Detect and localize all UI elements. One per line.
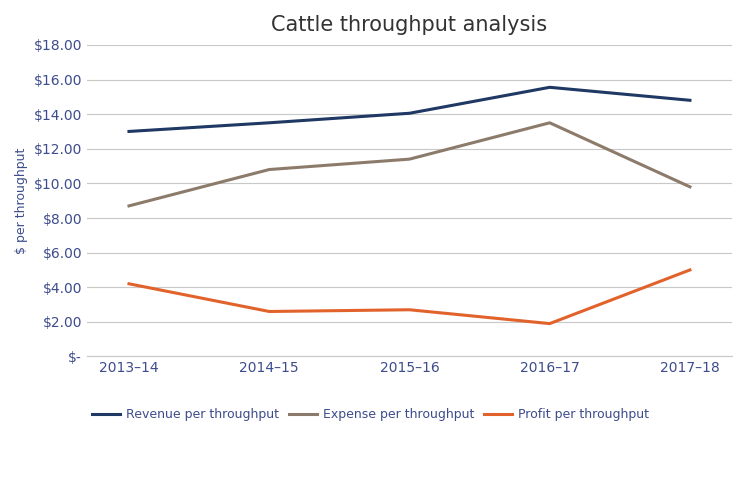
Line: Profit per throughput: Profit per throughput <box>129 270 690 324</box>
Line: Revenue per throughput: Revenue per throughput <box>129 87 690 131</box>
Profit per throughput <box>264 309 273 315</box>
Line: Expense per throughput: Expense per throughput <box>129 123 690 206</box>
Expense per throughput <box>264 166 273 172</box>
Expense per throughput <box>545 120 554 126</box>
Revenue per throughput <box>405 110 414 116</box>
Revenue per throughput <box>545 84 554 90</box>
Expense per throughput <box>405 156 414 162</box>
Expense per throughput <box>125 203 134 209</box>
Y-axis label: $ per throughput: $ per throughput <box>15 147 28 254</box>
Expense per throughput <box>686 184 695 190</box>
Legend: Revenue per throughput, Expense per throughput, Profit per throughput: Revenue per throughput, Expense per thro… <box>87 403 654 426</box>
Profit per throughput <box>405 307 414 313</box>
Revenue per throughput <box>264 120 273 126</box>
Revenue per throughput <box>686 97 695 103</box>
Title: Cattle throughput analysis: Cattle throughput analysis <box>271 15 548 35</box>
Profit per throughput <box>545 321 554 327</box>
Revenue per throughput <box>125 128 134 134</box>
Profit per throughput <box>125 281 134 287</box>
Profit per throughput <box>686 267 695 273</box>
